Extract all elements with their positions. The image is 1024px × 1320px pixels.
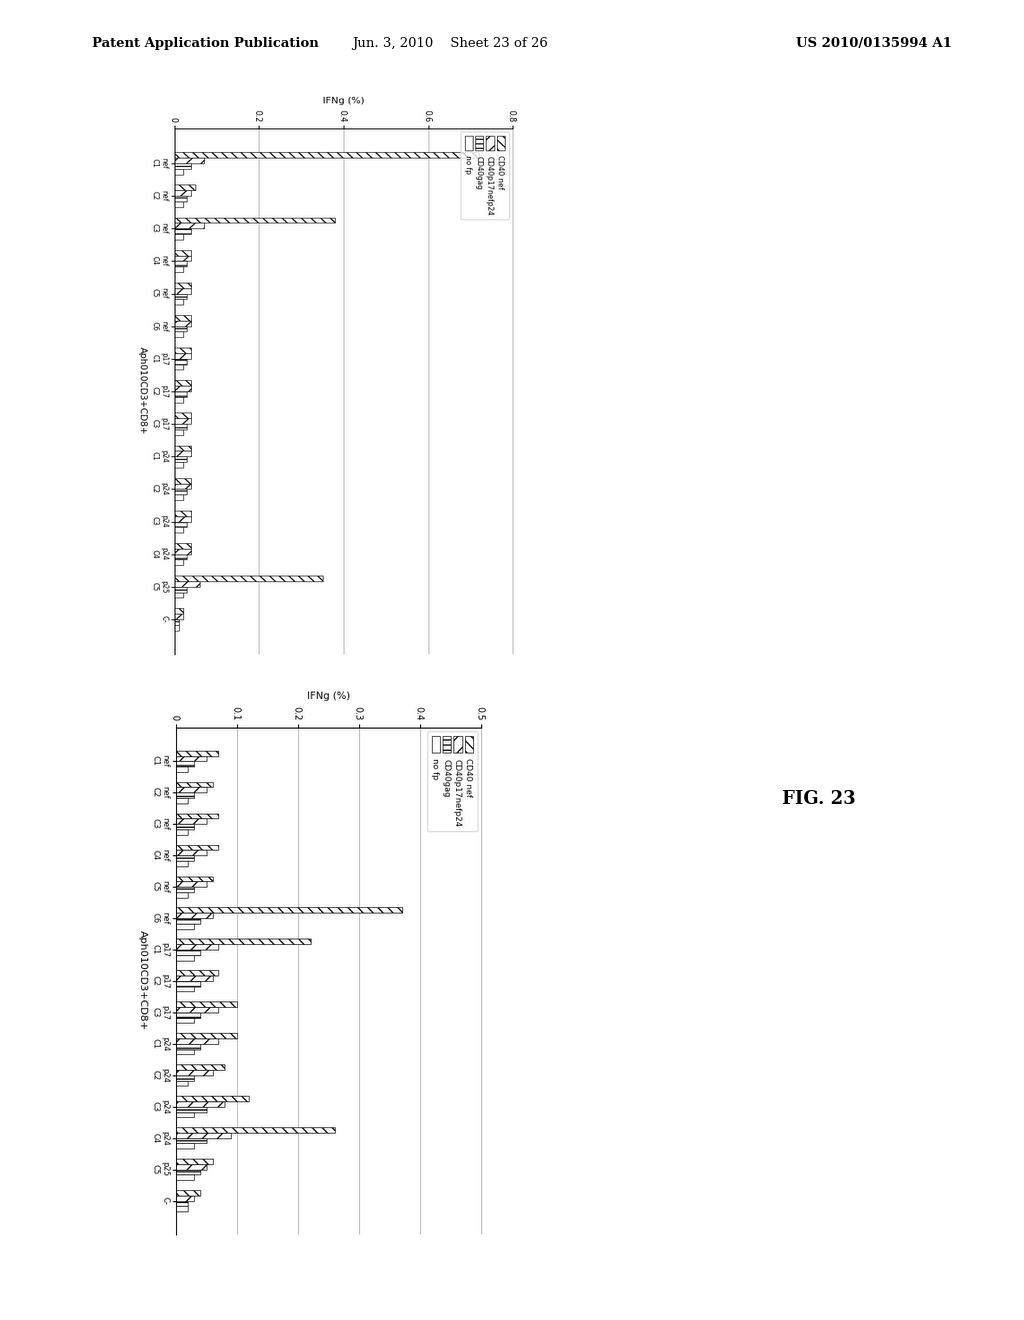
Text: Jun. 3, 2010    Sheet 23 of 26: Jun. 3, 2010 Sheet 23 of 26 (352, 37, 549, 50)
Text: Patent Application Publication: Patent Application Publication (92, 37, 318, 50)
Text: FIG. 23: FIG. 23 (782, 789, 856, 808)
Text: US 2010/0135994 A1: US 2010/0135994 A1 (797, 37, 952, 50)
